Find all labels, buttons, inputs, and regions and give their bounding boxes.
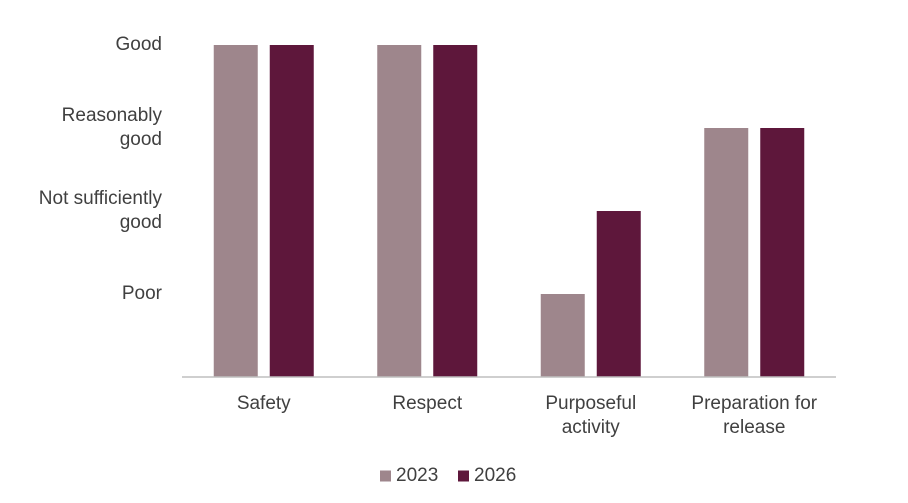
legend-swatch-2026 xyxy=(458,470,469,482)
y-tick-label: good xyxy=(120,129,162,150)
bar-respect-2026 xyxy=(433,45,478,377)
bar-respect-2023 xyxy=(377,45,422,377)
x-tick-label: release xyxy=(723,417,785,438)
y-tick-label: Good xyxy=(116,34,162,55)
x-tick-label: Safety xyxy=(237,393,291,414)
x-tick-label: activity xyxy=(562,417,621,438)
y-tick-label: Poor xyxy=(122,283,163,304)
x-tick-label: Preparation for xyxy=(691,393,817,414)
y-axis-labels: Good Reasonably good Not sufficiently good Po… xyxy=(39,34,163,304)
x-tick-label: Purposeful xyxy=(545,393,636,414)
bar-safety-2026 xyxy=(269,45,314,377)
y-tick-label: Not sufficiently xyxy=(39,188,163,209)
bar-safety-2023 xyxy=(213,45,258,377)
legend: 2023 2026 xyxy=(380,465,516,486)
legend-label-2026: 2026 xyxy=(474,465,516,486)
legend-swatch-2023 xyxy=(380,470,391,482)
bar-preparation-for-release-2026 xyxy=(760,128,805,377)
bar-purposeful-activity-2026 xyxy=(596,211,641,377)
bar-preparation-for-release-2023 xyxy=(704,128,749,377)
y-tick-label: good xyxy=(120,212,162,233)
y-tick-label: Reasonably xyxy=(62,105,163,126)
bars-layer xyxy=(213,45,805,377)
x-tick-label: Respect xyxy=(392,393,462,414)
legend-label-2023: 2023 xyxy=(396,465,438,486)
bar-purposeful-activity-2023 xyxy=(540,294,585,377)
x-axis-labels: Safety Respect Purposeful activity Preparati… xyxy=(237,393,818,438)
